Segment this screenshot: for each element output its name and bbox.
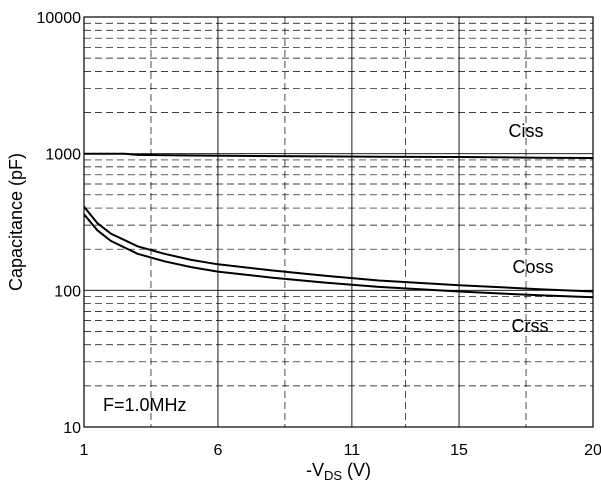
frequency-annotation: F=1.0MHz	[103, 395, 187, 415]
series-label-coss: Coss	[512, 257, 553, 277]
series-line-coss	[83, 205, 594, 293]
x-tick-label: 11	[344, 442, 361, 459]
y-tick-label: 10	[63, 420, 81, 437]
tick-labels: 1 6 11 15 20 10 100 1000 10000	[37, 10, 601, 459]
series-labels: Ciss Coss Crss	[509, 121, 554, 336]
x-axis-title-unit: (V)	[342, 460, 371, 480]
series-label-ciss: Ciss	[509, 121, 544, 141]
x-axis-title: -VDS (V)	[306, 460, 371, 483]
series-label-crss: Crss	[512, 316, 549, 336]
plot-frame	[83, 16, 594, 428]
x-tick-label: 15	[450, 442, 468, 459]
x-axis-title-main: -V	[306, 460, 324, 480]
x-tick-label: 1	[80, 442, 89, 459]
grid	[84, 17, 593, 427]
x-tick-label: 6	[213, 442, 222, 459]
y-axis-title: Capacitance (pF)	[6, 153, 26, 291]
y-tick-label: 100	[54, 283, 81, 300]
series-line-ciss	[84, 152, 594, 159]
y-tick-label: 1000	[45, 147, 81, 164]
x-axis-title-subscript: DS	[324, 468, 342, 483]
series-line-crss	[83, 213, 594, 299]
y-tick-label: 10000	[37, 10, 82, 27]
series-lines	[83, 152, 594, 299]
x-tick-label: 20	[584, 442, 601, 459]
